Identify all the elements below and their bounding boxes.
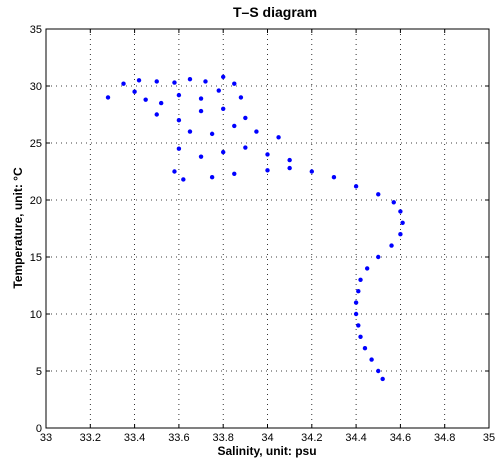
data-point <box>265 168 270 173</box>
y-axis-label: Temperature, unit: °C <box>11 167 25 289</box>
data-point <box>353 300 359 305</box>
y-tick-label: 20 <box>30 195 42 207</box>
plot-frame <box>45 28 490 429</box>
data-point <box>176 92 182 98</box>
x-tick-label: 33.4 <box>124 432 145 444</box>
data-point <box>243 145 248 150</box>
data-point <box>376 192 381 197</box>
data-point <box>238 95 244 100</box>
data-point <box>376 368 381 374</box>
data-point <box>353 311 359 317</box>
x-axis-label: Salinity, unit: psu <box>217 444 316 458</box>
data-point <box>154 112 159 117</box>
chart-title: T–S diagram <box>233 4 317 20</box>
data-point <box>398 209 403 214</box>
y-tick-label: 0 <box>36 423 42 435</box>
data-point <box>254 129 259 134</box>
data-point <box>143 97 148 102</box>
scatter-points <box>105 74 405 382</box>
data-point <box>172 169 177 174</box>
x-tick-label: 33.6 <box>168 432 189 444</box>
data-point <box>287 165 292 171</box>
data-point <box>389 243 394 248</box>
data-point <box>198 108 204 114</box>
data-point <box>243 115 248 121</box>
data-point <box>398 232 403 237</box>
data-point <box>380 376 385 382</box>
data-point <box>391 200 396 205</box>
data-point <box>176 118 182 123</box>
data-point <box>331 175 337 180</box>
data-point <box>172 80 177 85</box>
data-point <box>309 169 314 174</box>
data-point <box>232 81 237 86</box>
data-point <box>181 177 186 182</box>
data-point <box>187 129 193 134</box>
data-point <box>362 346 368 351</box>
data-point <box>216 88 221 93</box>
data-point <box>376 254 381 260</box>
data-point <box>276 135 281 140</box>
data-point <box>356 289 361 294</box>
data-point <box>265 152 270 157</box>
data-point <box>158 100 164 106</box>
data-point <box>198 96 204 101</box>
data-point <box>400 220 405 225</box>
data-point <box>121 81 126 86</box>
data-point <box>203 79 208 84</box>
x-tick-label: 33 <box>40 432 52 444</box>
data-point <box>353 184 359 189</box>
x-tick-label: 34.2 <box>301 432 322 444</box>
y-tick-label: 30 <box>30 81 42 93</box>
y-tick-label: 5 <box>36 366 42 378</box>
x-tick-label: 35 <box>483 432 495 444</box>
x-tick-label: 34.6 <box>390 432 411 444</box>
data-point <box>187 76 193 82</box>
axis-ticks: 33 33.2 33.4 33.6 33.8 34 34.2 34.4 34.6 34.8 35 0 5… <box>30 24 495 444</box>
data-point <box>198 154 204 159</box>
data-point <box>176 146 182 151</box>
y-tick-label: 25 <box>30 138 42 150</box>
data-point <box>358 334 363 339</box>
data-point <box>209 175 215 180</box>
data-point <box>287 157 292 163</box>
y-tick-label: 10 <box>30 309 42 321</box>
grid <box>46 29 489 428</box>
x-tick-label: 33.2 <box>80 432 101 444</box>
data-point <box>232 123 237 129</box>
y-tick-label: 15 <box>30 252 42 264</box>
data-point <box>136 78 142 83</box>
data-point <box>154 79 159 84</box>
x-tick-label: 33.8 <box>212 432 233 444</box>
data-point <box>105 95 111 100</box>
data-point <box>132 89 137 94</box>
x-tick-label: 34.8 <box>434 432 455 444</box>
data-point <box>221 106 226 112</box>
data-point <box>221 149 226 155</box>
data-point <box>209 131 215 137</box>
data-point <box>221 74 226 80</box>
data-point <box>369 357 374 362</box>
data-point <box>356 323 361 328</box>
data-point <box>232 171 237 176</box>
data-point <box>364 266 370 271</box>
data-point <box>358 277 363 282</box>
x-tick-label: 34.4 <box>345 432 366 444</box>
x-tick-label: 34 <box>261 432 273 444</box>
y-tick-label: 35 <box>30 24 42 36</box>
